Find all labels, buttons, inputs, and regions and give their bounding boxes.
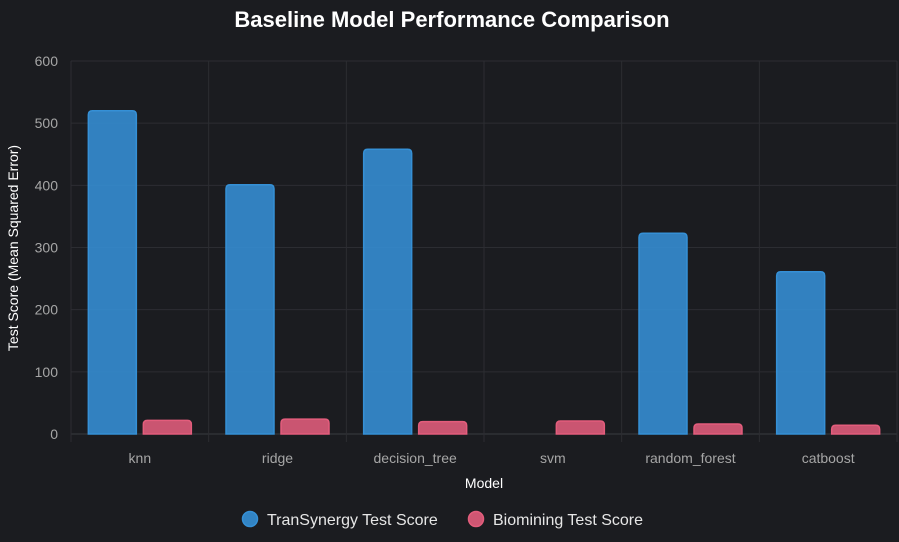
x-tick-label: knn — [129, 450, 152, 466]
bar-random_forest-0[interactable] — [638, 232, 688, 435]
bar-ridge-1[interactable] — [280, 418, 330, 435]
y-tick-label: 0 — [50, 426, 58, 442]
y-tick-label: 200 — [35, 302, 59, 318]
bar-decision_tree-0[interactable] — [362, 148, 413, 435]
y-axis-ticks: 0 100 200 300 400 500 600 — [35, 53, 59, 442]
x-axis-ticks: knn ridge decision_tree svm random_forest cat… — [129, 450, 855, 466]
y-axis-title: Test Score (Mean Squared Error) — [5, 145, 21, 351]
x-axis-title: Model — [465, 475, 503, 491]
grid-lines — [70, 60, 898, 442]
y-tick-label: 600 — [35, 53, 59, 69]
bar-decision_tree-1[interactable] — [417, 420, 468, 435]
x-tick-label: ridge — [262, 450, 293, 466]
bar-catboost-1[interactable] — [830, 424, 881, 435]
y-tick-label: 100 — [35, 364, 59, 380]
bar-catboost-0[interactable] — [775, 270, 826, 435]
legend-swatch[interactable] — [467, 510, 485, 528]
bars — [87, 109, 881, 435]
x-tick-label: catboost — [802, 450, 855, 466]
legend[interactable]: TranSynergy Test Score Biomining Test Sco… — [241, 510, 644, 530]
bar-ridge-0[interactable] — [225, 183, 275, 435]
bar-random_forest-1[interactable] — [693, 423, 743, 435]
legend-swatch[interactable] — [241, 510, 259, 528]
bar-svm-1[interactable] — [555, 420, 606, 435]
x-tick-label: random_forest — [645, 450, 735, 466]
x-tick-label: svm — [540, 450, 566, 466]
y-tick-label: 400 — [35, 177, 59, 193]
y-tick-label: 300 — [35, 240, 59, 256]
legend-label[interactable]: Biomining Test Score — [493, 512, 643, 529]
bar-knn-1[interactable] — [142, 419, 193, 435]
y-tick-label: 500 — [35, 115, 59, 131]
legend-label[interactable]: TranSynergy Test Score — [267, 512, 438, 529]
chart-title: Baseline Model Performance Comparison — [234, 7, 669, 32]
bar-knn-0[interactable] — [87, 109, 138, 435]
x-tick-label: decision_tree — [374, 450, 457, 466]
